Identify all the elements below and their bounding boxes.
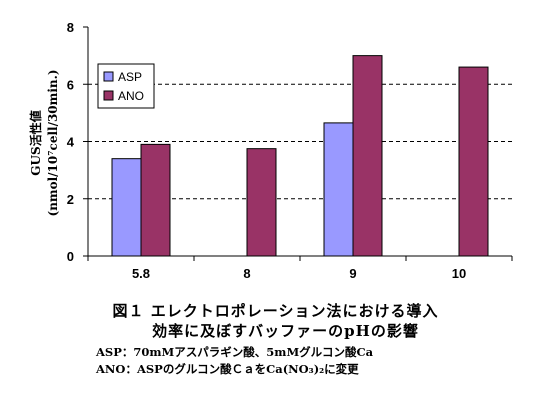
bar-asp-5.8 bbox=[111, 158, 142, 257]
y-tick-label-0: 0 bbox=[67, 249, 74, 264]
figure-caption-line1: 図１ エレクトロポレーション法における導入 bbox=[112, 302, 439, 320]
y-tick-label-3: 6 bbox=[67, 77, 74, 92]
bar-ano-8 bbox=[246, 148, 277, 257]
x-tick-label-8: 8 bbox=[243, 266, 250, 281]
y-axis-label-line2: (nmol/10⁷cell/30min.) bbox=[46, 70, 60, 217]
x-tick-label-9: 9 bbox=[349, 266, 356, 281]
note-asp: ASP：70mMアスパラギン酸、5mMグルコン酸Ca bbox=[96, 345, 374, 359]
figure-caption-line2: 効率に及ぼすバッファーのpHの影響 bbox=[152, 322, 419, 340]
gus-activity-chart: GUS活性値 (nmol/10⁷cell/30min.) 0 2 4 6 8 5.8 8 9… bbox=[28, 20, 513, 281]
legend-label-asp: ASP bbox=[118, 70, 142, 84]
bar-ano-5.8 bbox=[140, 143, 171, 257]
y-tick-label-2: 4 bbox=[67, 135, 75, 150]
y-tick-label-4: 8 bbox=[67, 20, 74, 35]
note-ano: ANO：ASPのグルコン酸ＣａをCa(NO₃)₂に変更 bbox=[96, 362, 359, 376]
legend-label-ano: ANO bbox=[118, 89, 144, 103]
bars bbox=[111, 55, 489, 257]
bar-ano-10 bbox=[458, 66, 489, 257]
bar-ano-9 bbox=[352, 55, 383, 257]
bar-asp-9 bbox=[323, 122, 354, 257]
x-tick-label-10: 10 bbox=[452, 266, 466, 281]
legend: ASP ANO bbox=[97, 63, 155, 109]
y-tick-label-1: 2 bbox=[67, 192, 74, 207]
x-axis-ticks: 5.8 8 9 10 bbox=[87, 256, 513, 281]
y-axis-label-line1: GUS活性値 bbox=[28, 110, 43, 175]
y-axis-ticks: 0 2 4 6 8 bbox=[67, 20, 88, 264]
y-axis-title: GUS活性値 (nmol/10⁷cell/30min.) bbox=[28, 70, 60, 217]
legend-box bbox=[97, 63, 155, 109]
legend-swatch-asp bbox=[103, 71, 114, 82]
legend-swatch-ano bbox=[103, 90, 114, 101]
x-tick-label-5.8: 5.8 bbox=[132, 266, 150, 281]
